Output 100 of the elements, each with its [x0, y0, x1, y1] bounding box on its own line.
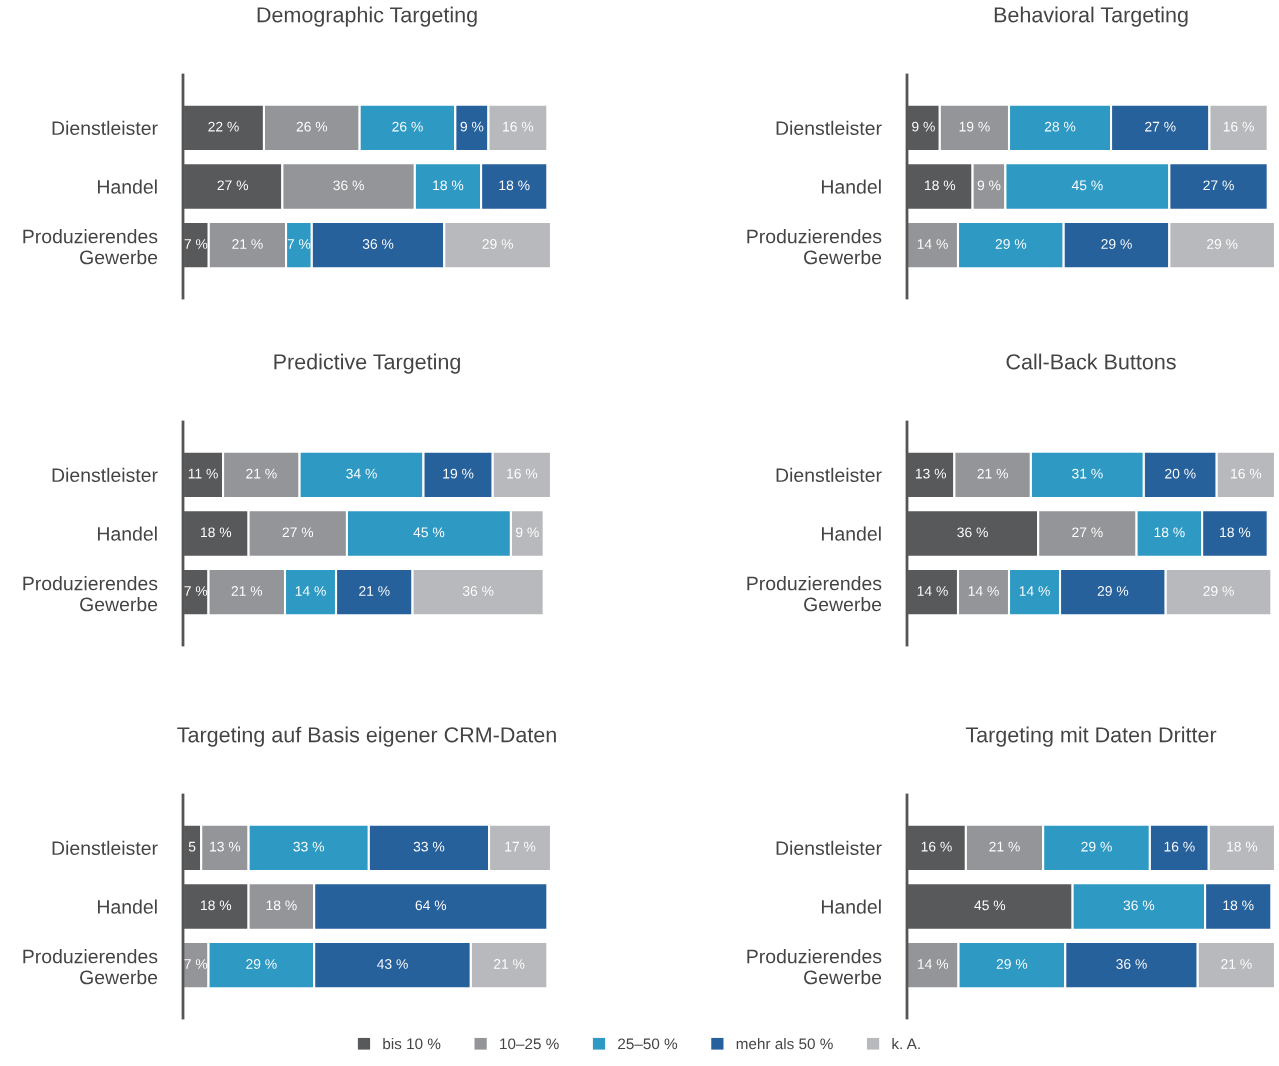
data-label: 13 % [915, 468, 947, 479]
data-label: 13 % [210, 841, 241, 852]
data-label: 29 % [1081, 841, 1112, 852]
chart-title: Predictive Targeting [274, 353, 460, 374]
y-tick-label: Handel [821, 899, 881, 914]
data-label: 11 % [188, 468, 218, 479]
data-label: 17 % [505, 841, 536, 852]
data-label: 14 % [968, 586, 999, 596]
data-label: 18 % [1223, 900, 1254, 911]
data-label: 16 % [1231, 468, 1262, 479]
data-label: 19 % [959, 121, 990, 132]
data-label: 21 % [246, 468, 277, 479]
data-label: 31 % [1072, 468, 1103, 479]
data-label: 7 % [287, 239, 311, 249]
data-label: 21 % [989, 841, 1020, 852]
data-label: 9 % [912, 121, 935, 132]
data-label: 36 % [362, 239, 394, 249]
data-label: 16 % [503, 121, 534, 132]
data-label: 20 % [1165, 468, 1196, 479]
data-label: 36 % [462, 586, 494, 596]
data-label: 14 % [1019, 586, 1050, 596]
data-label: 21 % [1221, 959, 1252, 969]
data-label: 36 % [1116, 959, 1147, 969]
data-label: 16 % [1164, 841, 1195, 852]
chart-title: Call-Back Buttons [1006, 353, 1176, 370]
chart-title: Targeting auf Basis eigener CRM-Daten [177, 726, 556, 747]
data-label: 18 % [433, 180, 464, 191]
data-label: 7 % [184, 239, 208, 249]
data-label: 9 % [460, 121, 484, 132]
data-label: 29 % [482, 239, 513, 249]
data-label: 16 % [507, 468, 538, 479]
y-tick-label: Handel [97, 526, 157, 541]
legend-label: bis 10 % [383, 1038, 441, 1050]
data-label: 36 % [333, 180, 364, 191]
y-tick-label: Handel [97, 179, 157, 194]
y-tick-label: Dienstleister [776, 840, 882, 856]
data-label: 29 % [1203, 586, 1234, 596]
data-label: 21 % [977, 468, 1008, 479]
y-tick-label: Dienstleister [52, 840, 158, 856]
data-label: 5 [188, 841, 196, 852]
data-label: 36 % [957, 527, 988, 538]
data-label: 14 % [295, 586, 326, 596]
data-label: 21 % [493, 959, 525, 969]
y-tick-label: Dienstleister [52, 120, 158, 136]
data-label: 27 % [282, 527, 314, 538]
data-label: 45 % [974, 900, 1006, 911]
data-label: 21 % [232, 239, 263, 249]
y-tick-label: Produzierendes Gewerbe [747, 229, 882, 265]
data-label: 16 % [921, 841, 952, 852]
data-label: 16 % [1223, 121, 1254, 132]
data-label: 34 % [346, 468, 377, 479]
data-label: 27 % [1072, 527, 1103, 538]
y-tick-label: Produzierendes Gewerbe [23, 229, 158, 265]
data-label: 22 % [208, 121, 239, 132]
data-label: 29 % [1101, 239, 1132, 249]
data-label: 64 % [415, 900, 447, 911]
data-label: 19 % [443, 468, 474, 479]
data-label: 27 % [1145, 121, 1176, 132]
data-label: 14 % [917, 239, 948, 249]
chart-title: Demographic Targeting [257, 6, 477, 27]
data-label: 26 % [392, 121, 423, 132]
data-label: 18 % [499, 180, 530, 191]
data-label: 18 % [1227, 841, 1258, 852]
y-tick-label: Dienstleister [776, 120, 882, 136]
legend-label: k. A. [892, 1038, 920, 1050]
data-label: 21 % [231, 586, 263, 596]
data-label: 27 % [217, 180, 249, 191]
data-label: 18 % [266, 900, 297, 911]
data-label: 9 % [516, 527, 539, 538]
data-label: 29 % [246, 959, 277, 969]
y-tick-label: Produzierendes Gewerbe [747, 949, 882, 985]
y-tick-label: Dienstleister [776, 467, 882, 483]
data-label: 18 % [1154, 527, 1185, 538]
data-label: 29 % [1207, 239, 1238, 249]
data-label: 18 % [925, 180, 956, 191]
legend-label: mehr als 50 % [736, 1038, 833, 1050]
data-label: 29 % [996, 959, 1028, 969]
data-label: 45 % [413, 527, 445, 538]
data-label: 36 % [1123, 900, 1155, 911]
y-tick-label: Handel [821, 179, 881, 194]
data-label: 33 % [293, 841, 325, 852]
data-label: 21 % [359, 586, 390, 596]
y-tick-label: Handel [821, 526, 881, 541]
y-tick-label: Dienstleister [52, 467, 158, 483]
data-label: 33 % [413, 841, 445, 852]
data-label: 45 % [1071, 180, 1103, 191]
legend-label: 10–25 % [500, 1038, 559, 1050]
data-label: 18 % [1220, 527, 1251, 538]
data-label: 26 % [296, 121, 328, 132]
data-label: 14 % [917, 959, 949, 969]
data-label: 43 % [377, 959, 408, 969]
data-label: 18 % [201, 527, 232, 538]
y-tick-label: Produzierendes Gewerbe [23, 949, 158, 985]
data-label: 18 % [201, 900, 232, 911]
legend-label: 25–50 % [618, 1038, 678, 1050]
data-label: 29 % [995, 239, 1027, 249]
chart-title: Behavioral Targeting [994, 6, 1188, 27]
data-label: 27 % [1203, 180, 1234, 191]
data-label: 28 % [1044, 121, 1076, 132]
y-tick-label: Produzierendes Gewerbe [23, 576, 158, 612]
